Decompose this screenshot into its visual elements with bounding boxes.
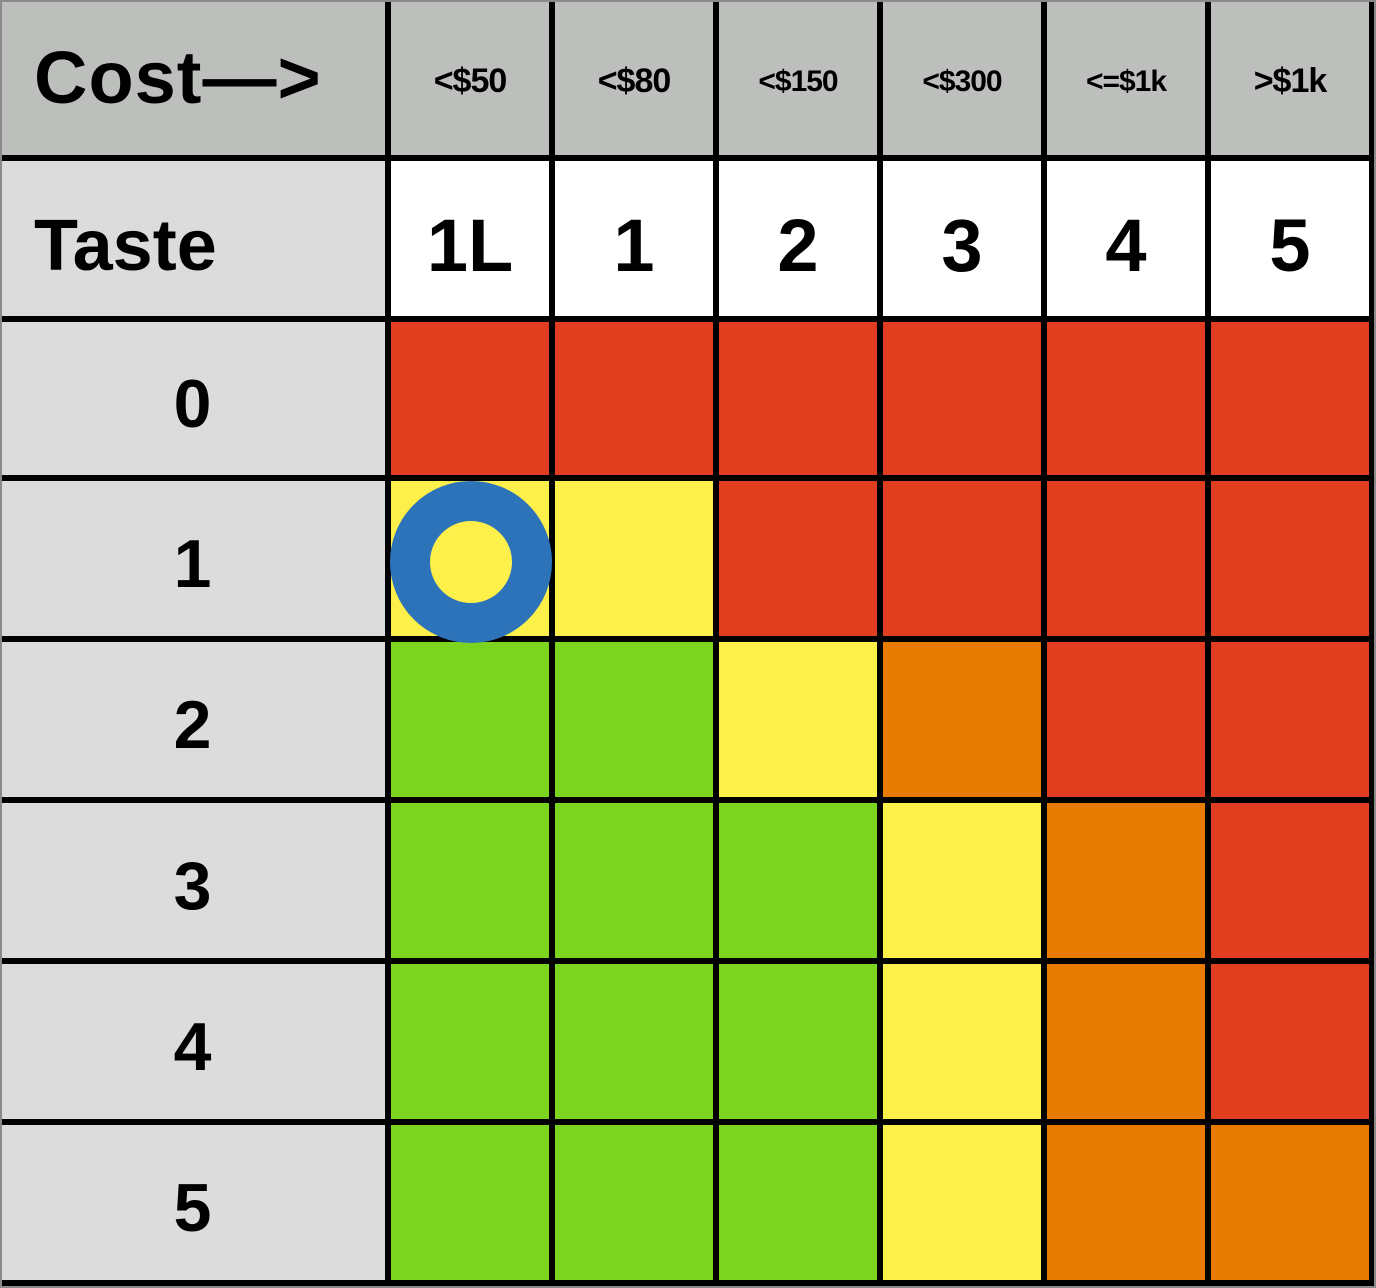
taste-row-label: 4 bbox=[0, 964, 385, 1119]
heatmap-cell-green bbox=[555, 642, 713, 797]
cost-axis-label: Cost—> bbox=[0, 0, 385, 155]
heatmap-cell-yellow bbox=[719, 642, 877, 797]
heatmap-cell-orange bbox=[1211, 1125, 1369, 1280]
heatmap-cell-green bbox=[555, 1125, 713, 1280]
heatmap-cell-green bbox=[719, 1125, 877, 1280]
heatmap-cell-red bbox=[1211, 803, 1369, 958]
heatmap-cell-yellow bbox=[883, 964, 1041, 1119]
taste-level-header: 5 bbox=[1211, 161, 1369, 316]
cost-column-header: <$50 bbox=[391, 0, 549, 155]
heatmap-cell-green bbox=[555, 964, 713, 1119]
taste-row-label: 1 bbox=[0, 481, 385, 636]
cost-column-header: <$80 bbox=[555, 0, 713, 155]
taste-row-label: 5 bbox=[0, 1125, 385, 1280]
heatmap-cell-green bbox=[391, 1125, 549, 1280]
heatmap-cell-red bbox=[555, 322, 713, 475]
heatmap-cell-red bbox=[883, 481, 1041, 636]
heatmap-cell-green bbox=[391, 642, 549, 797]
cost-column-header: >$1k bbox=[1211, 0, 1369, 155]
heatmap-cell-red bbox=[391, 322, 549, 475]
selection-ring-marker bbox=[390, 481, 552, 643]
heatmap-cell-orange bbox=[1047, 803, 1205, 958]
heatmap-cell-green bbox=[719, 803, 877, 958]
cost-column-header: <$300 bbox=[883, 0, 1041, 155]
taste-level-header: 1L bbox=[391, 161, 549, 316]
heatmap-cell-red bbox=[1211, 642, 1369, 797]
heatmap-cell-yellow bbox=[555, 481, 713, 636]
heatmap-cell-green bbox=[555, 803, 713, 958]
heatmap-cell-red bbox=[1047, 642, 1205, 797]
heatmap-cell-orange bbox=[883, 642, 1041, 797]
taste-row-label: 3 bbox=[0, 803, 385, 958]
taste-level-header: 1 bbox=[555, 161, 713, 316]
heatmap-cell-green bbox=[719, 964, 877, 1119]
heatmap-cell-red bbox=[1047, 322, 1205, 475]
taste-level-header: 4 bbox=[1047, 161, 1205, 316]
heatmap-cell-yellow bbox=[883, 1125, 1041, 1280]
heatmap-cell-red bbox=[1211, 964, 1369, 1119]
taste-row-label: 0 bbox=[0, 322, 385, 475]
heatmap-cell-red bbox=[1211, 481, 1369, 636]
heatmap-cell-orange bbox=[1047, 1125, 1205, 1280]
taste-axis-label: Taste bbox=[0, 161, 385, 316]
heatmap-cell-green bbox=[391, 803, 549, 958]
taste-level-header: 3 bbox=[883, 161, 1041, 316]
heatmap-cell-green bbox=[391, 964, 549, 1119]
heatmap-cell-red bbox=[1211, 322, 1369, 475]
heatmap-cell-red bbox=[719, 322, 877, 475]
cost-column-header: <$150 bbox=[719, 0, 877, 155]
heatmap-cell-red bbox=[1047, 481, 1205, 636]
heatmap-cell-red bbox=[719, 481, 877, 636]
heatmap-cell-red bbox=[883, 322, 1041, 475]
heatmap-cell-yellow bbox=[883, 803, 1041, 958]
heatmap-cell-orange bbox=[1047, 964, 1205, 1119]
taste-level-header: 2 bbox=[719, 161, 877, 316]
taste-row-label: 2 bbox=[0, 642, 385, 797]
cost-column-header: <=$1k bbox=[1047, 0, 1205, 155]
